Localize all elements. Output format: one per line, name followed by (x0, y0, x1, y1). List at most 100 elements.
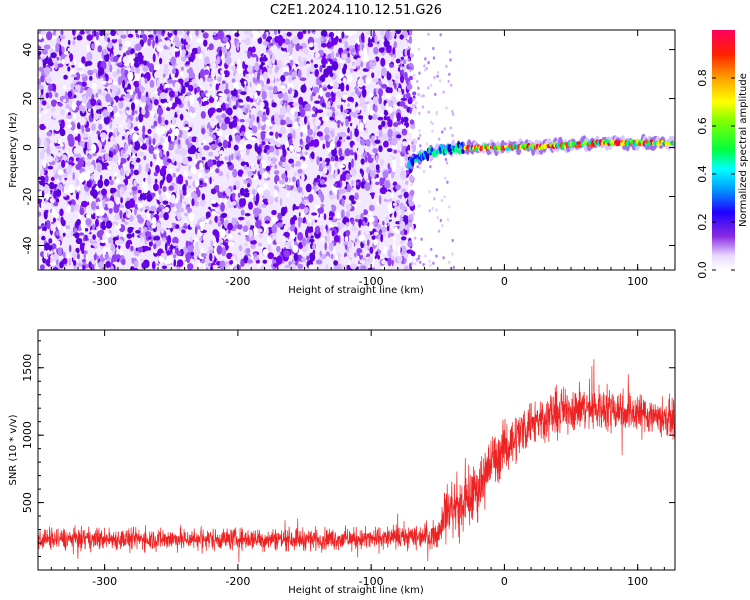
noise-blob (73, 36, 76, 40)
noise-blob (381, 83, 388, 89)
noise-blob (38, 66, 44, 72)
noise-blob (351, 226, 359, 231)
noise-blob (390, 138, 398, 146)
noise-blob (152, 138, 156, 145)
noise-blob (57, 152, 62, 158)
noise-blob (395, 58, 401, 64)
noise-blob (377, 223, 382, 230)
noise-blob (274, 170, 280, 175)
noise-blob (438, 79, 442, 83)
noise-blob (90, 143, 97, 154)
noise-blob (156, 207, 162, 213)
noise-blob (364, 155, 368, 163)
noise-blob (372, 267, 376, 270)
noise-blob (412, 107, 417, 116)
spectrogram-ytick-label: 0 (21, 144, 34, 151)
noise-blob (261, 56, 268, 62)
noise-blob (126, 30, 129, 36)
noise-blob (86, 34, 93, 41)
noise-blob (63, 185, 68, 191)
noise-blob (308, 142, 315, 147)
noise-blob (103, 246, 107, 253)
noise-blob (372, 95, 379, 105)
noise-blob (125, 144, 129, 151)
noise-blob (368, 37, 371, 45)
noise-blob (383, 140, 389, 148)
noise-blob (150, 125, 156, 129)
noise-blob (355, 106, 362, 111)
noise-blob (162, 73, 166, 78)
noise-blob (159, 92, 167, 100)
noise-blob (337, 123, 340, 128)
noise-blob (339, 156, 345, 161)
noise-blob (335, 52, 340, 58)
noise-blob (411, 141, 414, 145)
noise-blob (345, 222, 349, 227)
noise-blob (294, 227, 298, 236)
noise-blob (89, 75, 93, 81)
noise-blob (236, 228, 243, 233)
noise-blob (104, 152, 109, 161)
noise-blob (140, 95, 147, 103)
noise-blob (58, 70, 63, 78)
noise-blob (190, 107, 196, 114)
noise-blob (312, 249, 316, 255)
noise-blob (449, 126, 452, 130)
noise-blob (203, 69, 210, 75)
noise-blob (118, 97, 124, 101)
noise-blob (125, 210, 129, 215)
noise-blob (212, 62, 216, 68)
noise-blob (354, 152, 358, 161)
noise-blob (407, 240, 413, 248)
noise-blob (76, 100, 81, 107)
noise-blob (266, 36, 273, 41)
noise-blob (170, 35, 174, 45)
noise-blob (183, 31, 187, 40)
noise-blob (386, 148, 393, 153)
noise-blob (362, 114, 367, 125)
noise-blob (199, 180, 203, 186)
noise-blob (297, 232, 304, 241)
noise-blob (380, 252, 385, 260)
noise-blob (114, 128, 118, 138)
noise-blob (437, 137, 441, 141)
noise-blob (47, 165, 54, 170)
noise-blob (434, 92, 437, 96)
noise-blob (99, 149, 106, 153)
noise-blob (59, 128, 66, 137)
noise-blob (442, 256, 445, 260)
noise-blob (366, 31, 372, 35)
noise-blob (336, 104, 342, 109)
noise-blob (268, 82, 275, 88)
noise-blob (163, 66, 169, 76)
noise-blob (318, 167, 324, 172)
noise-blob (195, 30, 199, 36)
noise-blob (109, 121, 113, 129)
noise-blob (217, 142, 223, 147)
noise-blob (429, 158, 433, 162)
noise-blob (417, 257, 420, 261)
noise-blob (175, 49, 178, 58)
noise-blob (194, 87, 197, 95)
noise-blob (389, 244, 394, 254)
noise-blob (148, 138, 152, 146)
noise-blob (125, 240, 131, 250)
noise-blob (359, 103, 364, 108)
noise-blob (216, 245, 223, 255)
noise-blob (95, 31, 99, 41)
noise-blob (177, 143, 182, 149)
noise-blob (277, 212, 283, 220)
noise-blob (197, 134, 205, 144)
noise-blob (67, 90, 73, 98)
noise-blob (331, 229, 335, 237)
noise-blob (68, 257, 72, 267)
noise-blob (52, 217, 57, 223)
noise-blob (399, 202, 405, 209)
noise-blob (190, 144, 197, 155)
noise-blob (285, 164, 291, 171)
noise-blob (322, 159, 325, 169)
noise-blob (236, 41, 240, 51)
noise-blob (63, 226, 66, 232)
noise-blob (168, 90, 175, 98)
